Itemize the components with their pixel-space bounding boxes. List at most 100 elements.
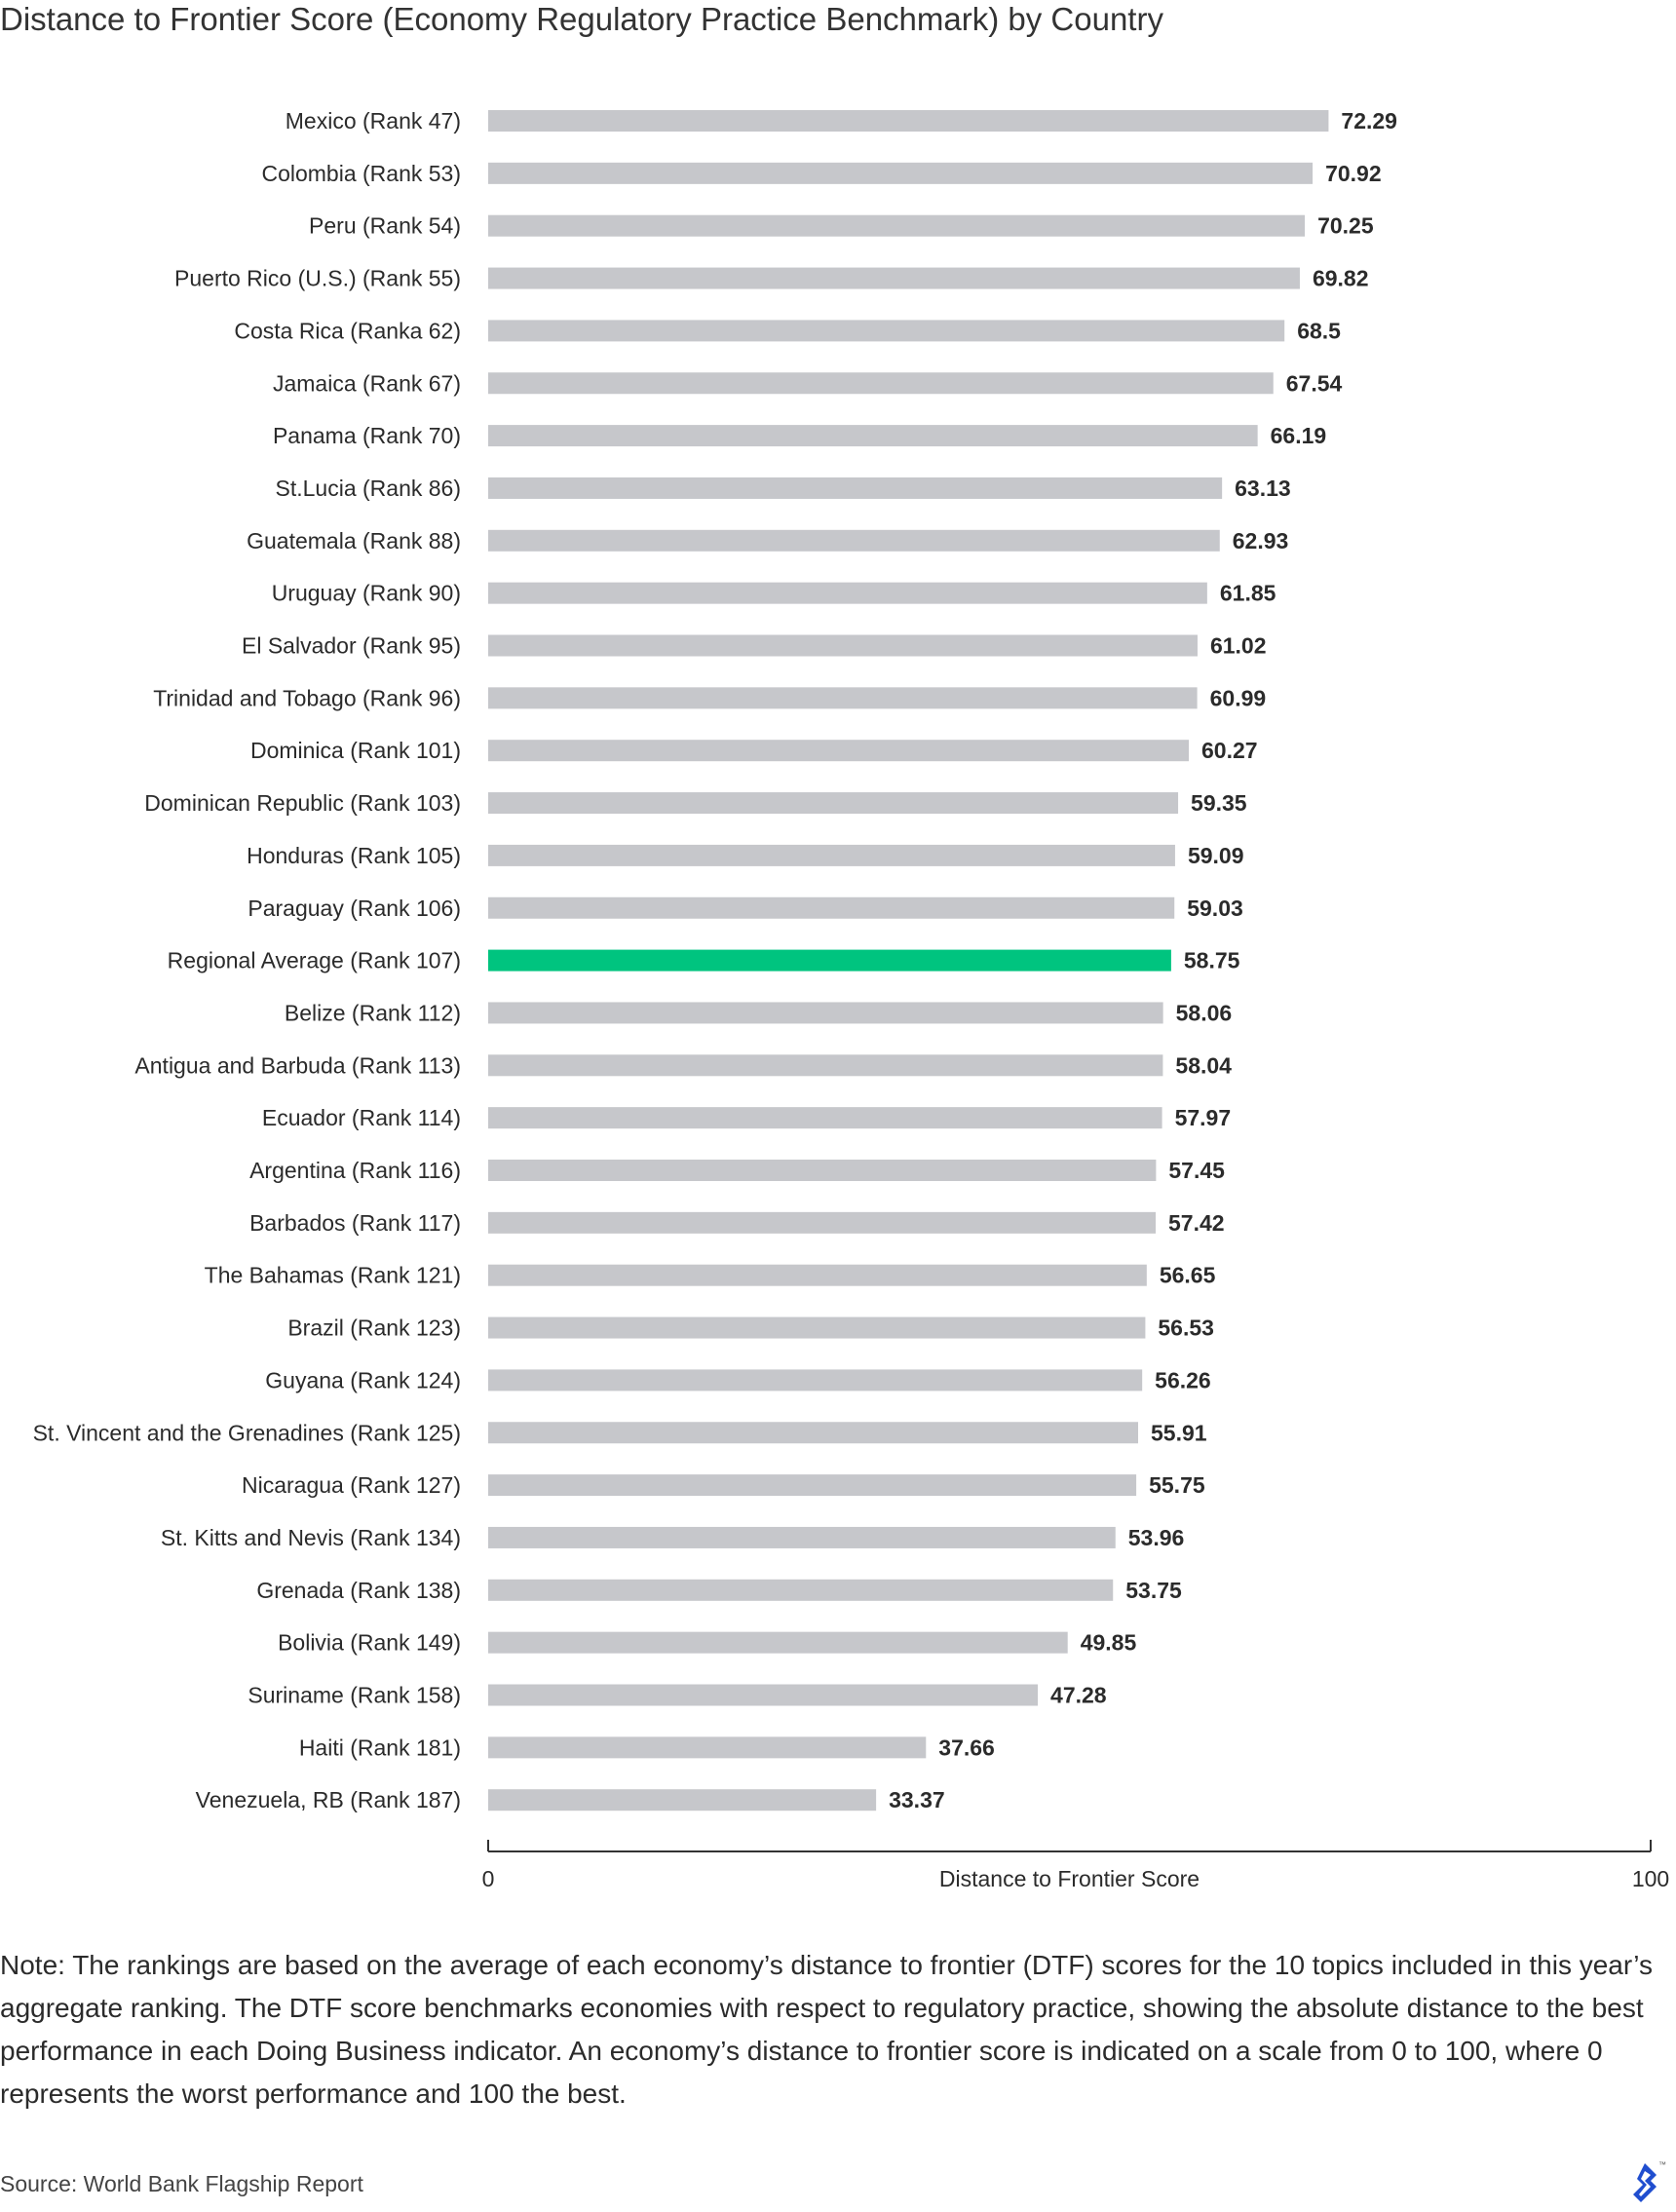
bar — [488, 1526, 1116, 1548]
value-label: 60.99 — [1210, 685, 1267, 710]
bar — [488, 1369, 1143, 1392]
bar — [488, 320, 1285, 342]
value-label: 53.75 — [1125, 1578, 1182, 1603]
category-label: Uruguay (Rank 90) — [272, 581, 461, 606]
value-label: 61.85 — [1220, 581, 1276, 606]
value-label: 49.85 — [1081, 1630, 1137, 1656]
category-label: Grenada (Rank 138) — [256, 1578, 461, 1603]
category-label: Antigua and Barbuda (Rank 113) — [134, 1052, 461, 1078]
value-label: 60.27 — [1201, 738, 1258, 763]
bar — [488, 1736, 927, 1759]
value-label: 58.06 — [1176, 1000, 1233, 1025]
bars-group: Mexico (Rank 47) 72.29 Colombia (Rank 53) 7… — [33, 108, 1397, 1812]
category-label: St. Vincent and the Grenadines (Rank 125… — [33, 1420, 461, 1445]
value-label: 57.42 — [1168, 1210, 1225, 1236]
bar — [488, 1474, 1137, 1497]
value-label: 57.45 — [1168, 1158, 1225, 1183]
brand-logo-icon: ™ — [1633, 2160, 1666, 2202]
bar — [488, 214, 1306, 237]
category-label: Belize (Rank 112) — [285, 1000, 461, 1025]
category-label: St. Kitts and Nevis (Rank 134) — [161, 1525, 461, 1550]
category-label: Trinidad and Tobago (Rank 96) — [153, 685, 461, 710]
bar-highlight — [488, 949, 1171, 972]
category-label: Guyana (Rank 124) — [265, 1367, 461, 1392]
category-label: Puerto Rico (U.S.) (Rank 55) — [174, 266, 461, 291]
value-label: 57.97 — [1175, 1105, 1232, 1130]
value-label: 58.04 — [1175, 1052, 1232, 1078]
bar — [488, 477, 1223, 499]
bar — [488, 1316, 1146, 1339]
value-label: 56.65 — [1160, 1263, 1216, 1288]
category-label: Suriname (Rank 158) — [248, 1683, 461, 1708]
value-label: 66.19 — [1271, 423, 1327, 448]
value-label: 59.35 — [1191, 790, 1247, 816]
value-label: 70.25 — [1317, 213, 1374, 239]
x-axis-title: Distance to Frontier Score — [939, 1866, 1200, 1891]
category-label: Ecuador (Rank 114) — [262, 1105, 461, 1130]
category-label: Guatemala (Rank 88) — [247, 528, 461, 553]
category-label: Dominica (Rank 101) — [250, 738, 461, 763]
bar — [488, 1789, 877, 1812]
value-label: 59.03 — [1187, 896, 1243, 921]
category-label: Colombia (Rank 53) — [261, 161, 461, 186]
x-axis: 0 100 Distance to Frontier Score — [482, 1840, 1669, 1891]
bar — [488, 1160, 1157, 1181]
bar — [488, 1107, 1162, 1129]
svg-text:™: ™ — [1658, 2160, 1666, 2169]
value-label: 61.02 — [1210, 633, 1267, 659]
value-label: 59.09 — [1188, 843, 1244, 868]
bar — [488, 740, 1190, 762]
x-tick-label-min: 0 — [482, 1866, 495, 1891]
bar — [488, 425, 1258, 447]
value-label: 72.29 — [1341, 108, 1397, 133]
category-label: Venezuela, RB (Rank 187) — [196, 1787, 461, 1812]
value-label: 63.13 — [1235, 476, 1291, 501]
value-label: 67.54 — [1286, 370, 1343, 396]
category-label: Regional Average (Rank 107) — [168, 948, 461, 973]
value-label: 58.75 — [1184, 948, 1240, 973]
value-label: 56.26 — [1155, 1367, 1211, 1392]
value-label: 33.37 — [889, 1787, 945, 1812]
category-label: Dominican Republic (Rank 103) — [144, 790, 461, 816]
value-label: 55.75 — [1149, 1472, 1205, 1498]
bar — [488, 529, 1220, 552]
chart-title: Distance to Frontier Score (Economy Regu… — [0, 1, 1163, 37]
category-label: El Salvador (Rank 95) — [242, 633, 461, 659]
category-label: Paraguay (Rank 106) — [248, 896, 461, 921]
bar — [488, 267, 1300, 289]
category-label: Bolivia (Rank 149) — [278, 1630, 461, 1656]
bar — [488, 1211, 1157, 1234]
category-label: Honduras (Rank 105) — [247, 843, 461, 868]
x-tick-label-max: 100 — [1632, 1866, 1669, 1891]
category-label: Haiti (Rank 181) — [299, 1735, 461, 1760]
category-label: The Bahamas (Rank 121) — [205, 1263, 461, 1288]
value-label: 53.96 — [1128, 1525, 1185, 1550]
value-label: 68.5 — [1297, 318, 1341, 343]
category-label: Argentina (Rank 116) — [249, 1158, 461, 1183]
value-label: 47.28 — [1050, 1683, 1107, 1708]
bar — [488, 896, 1175, 919]
bar — [488, 687, 1198, 709]
bar — [488, 372, 1274, 395]
bar — [488, 582, 1207, 604]
bar — [488, 1579, 1114, 1601]
bar — [488, 1631, 1068, 1654]
bar — [488, 1054, 1163, 1077]
category-label: Costa Rica (Ranka 62) — [234, 318, 461, 343]
bar — [488, 634, 1198, 657]
value-label: 37.66 — [938, 1735, 995, 1760]
value-label: 69.82 — [1313, 266, 1369, 291]
bar-chart: Mexico (Rank 47) 72.29 Colombia (Rank 53) 7… — [33, 108, 1670, 1891]
category-label: Peru (Rank 54) — [309, 213, 461, 239]
category-label: Panama (Rank 70) — [273, 423, 461, 448]
value-label: 55.91 — [1151, 1420, 1207, 1445]
category-label: Nicaragua (Rank 127) — [242, 1472, 461, 1498]
bar — [488, 110, 1329, 132]
bar — [488, 162, 1314, 184]
category-label: Mexico (Rank 47) — [286, 108, 461, 133]
category-label: Brazil (Rank 123) — [287, 1316, 461, 1341]
bar — [488, 1002, 1163, 1024]
chart-note: Note: The rankings are based on the aver… — [0, 1950, 1653, 2109]
bar — [488, 792, 1179, 815]
bar — [488, 1684, 1039, 1706]
